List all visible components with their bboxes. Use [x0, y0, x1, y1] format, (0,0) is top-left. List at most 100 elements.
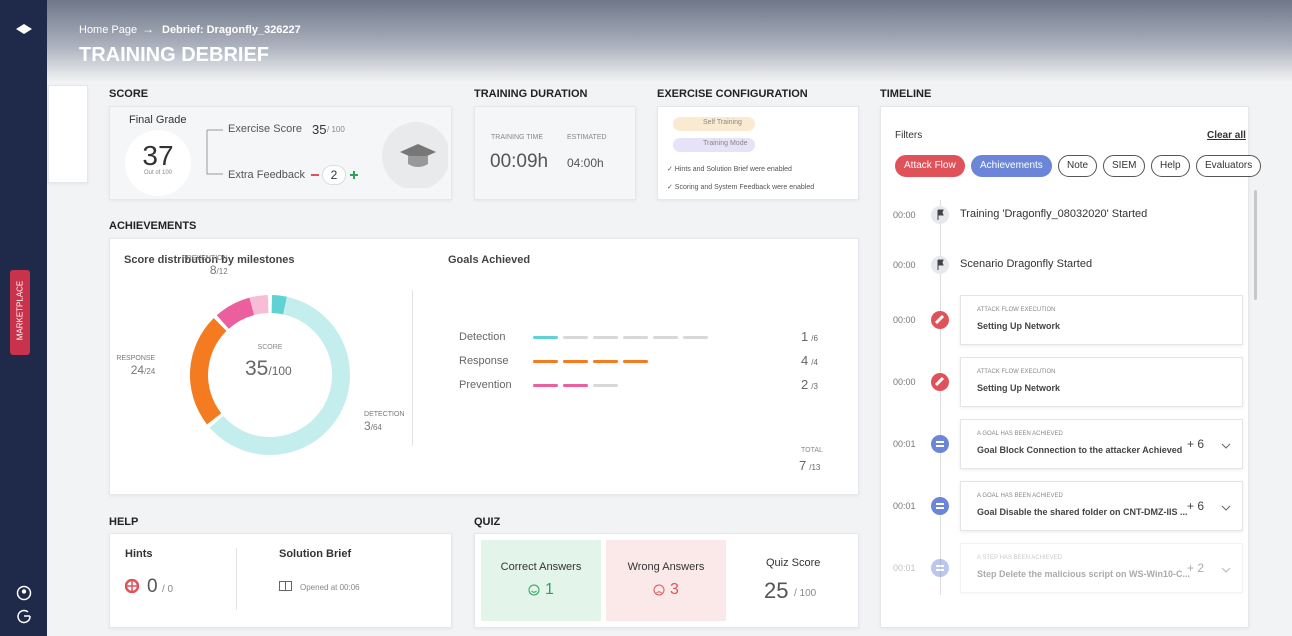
breadcrumb-home[interactable]: Home Page [79, 24, 138, 36]
estimated-label: ESTIMATED [567, 134, 607, 141]
hints: 0 [147, 576, 158, 597]
event-glyph [936, 441, 944, 447]
path [16, 24, 32, 34]
training-time: 00:09h [490, 151, 549, 172]
event-card: ATTACK FLOW EXECUTION Setting Up Network [960, 357, 1243, 407]
goal-dash [623, 360, 648, 363]
expand-chevron[interactable] [1221, 504, 1231, 512]
milestone-score-max: /24 [144, 367, 156, 376]
achievements-chart: DETECTION3/64RESPONSE24/24PREVENTION8/12… [116, 255, 823, 473]
event-text: Setting Up Network [977, 321, 1061, 331]
event-category: ATTACK FLOW EXECUTION [977, 369, 1056, 375]
goal-dash [593, 360, 618, 363]
distribution-title: Score distribution by milestones [124, 254, 295, 266]
event-text: Setting Up Network [977, 383, 1061, 393]
section-heading: TIMELINE [880, 88, 932, 100]
solution-opened: Opened at 00:06 [300, 583, 360, 592]
donut-segment [271, 295, 287, 315]
expand-chevron[interactable] [1221, 566, 1231, 574]
donut-center-value: 35 [245, 357, 268, 380]
event-glyph [936, 565, 944, 571]
section-heading: QUIZ [474, 516, 501, 528]
event-icon [931, 497, 949, 515]
event-category: A GOAL HAS BEEN ACHIEVED [977, 431, 1063, 437]
minus-button[interactable] [310, 170, 320, 180]
page-title: TRAINING DEBRIEF [79, 44, 269, 66]
filter-chip[interactable]: Achievements [971, 155, 1052, 177]
chevron [1221, 443, 1231, 449]
filter-chip[interactable]: Evaluators [1196, 155, 1262, 177]
event-points: + 6 [1187, 499, 1205, 513]
attack-glyph [934, 376, 945, 387]
marketplace-tab[interactable] [10, 270, 30, 355]
circle [653, 584, 665, 596]
event-icon [931, 256, 949, 274]
path [126, 580, 138, 592]
scrollbar [1254, 190, 1257, 300]
event-icon [931, 373, 949, 391]
filter-chip[interactable]: Note [1058, 155, 1098, 177]
exercise-score-label: Exercise Score [228, 123, 302, 135]
goal-dash [563, 336, 588, 339]
milestone-score-max: /64 [371, 423, 383, 432]
config-tag-label: Self Training [703, 119, 742, 126]
goal-dash [623, 336, 648, 339]
event-text: Step Delete the malicious script on WS-W… [977, 569, 1190, 579]
frown-icon [653, 584, 665, 596]
event-text: Goal Disable the shared folder on CNT-DM… [977, 507, 1188, 517]
final-grade-label: Final Grade [129, 114, 187, 126]
config-tag [673, 138, 755, 152]
section-heading: HELP [109, 516, 139, 528]
correct-label: Correct Answers [500, 561, 582, 573]
circle [21, 589, 27, 594]
breadcrumb-arrow: → [142, 22, 154, 36]
goal-dash [533, 384, 558, 387]
goal-dash [533, 360, 558, 363]
event-time: 00:01 [893, 501, 916, 511]
filters-label: Filters [895, 130, 923, 141]
section-heading: EXERCISE CONFIGURATION [657, 88, 808, 100]
filter-chip[interactable]: Help [1151, 155, 1190, 177]
milestone-score: 3/64 [364, 419, 382, 433]
event-card: ATTACK FLOW EXECUTION Setting Up Network [960, 295, 1243, 345]
event-category: A GOAL HAS BEEN ACHIEVED [977, 493, 1063, 499]
event-glyph [934, 376, 945, 387]
config-tag-label: Training Mode [703, 140, 748, 147]
milestone-name: DETECTION [364, 411, 404, 418]
book-icon [279, 581, 292, 591]
circle [528, 584, 540, 596]
plus-button[interactable] [349, 170, 359, 180]
filter-chip[interactable]: SIEM [1103, 155, 1146, 177]
user-icon[interactable] [16, 585, 32, 601]
milestone-name: RESPONSE [116, 355, 155, 362]
goal-total: /6 [811, 334, 818, 343]
donut-center: 35/100 [245, 357, 292, 380]
header-bg [0, 0, 1292, 82]
clear-all[interactable]: Clear all [1207, 130, 1246, 141]
quiz-score-max: / 100 [794, 588, 817, 599]
extra-feedback-box [322, 165, 346, 185]
expand-chevron[interactable] [1221, 442, 1231, 450]
logout-icon[interactable] [16, 608, 32, 624]
goal-dash [683, 336, 708, 339]
path [531, 590, 537, 593]
flag-glyph [937, 209, 944, 220]
total-label: TOTAL [801, 447, 823, 454]
achievements-card [109, 238, 859, 495]
wrong-box [606, 540, 726, 621]
event-points: + 2 [1187, 561, 1205, 575]
event-card: A STEP HAS BEEN ACHIEVED Step Delete the … [960, 543, 1243, 593]
event-time: 00:00 [893, 260, 916, 270]
filter-chip[interactable]: Attack Flow [895, 155, 965, 177]
path [656, 591, 662, 594]
goal-achieved: 1 [801, 329, 808, 344]
milestone-score-value: 3 [364, 419, 371, 433]
milestone-score: 8/12 [210, 263, 228, 277]
side-card [48, 85, 88, 183]
path [350, 171, 358, 179]
goal-glyph [936, 503, 944, 509]
goal-count: 4/4 [801, 353, 818, 368]
hints-max: / 0 [162, 584, 174, 595]
